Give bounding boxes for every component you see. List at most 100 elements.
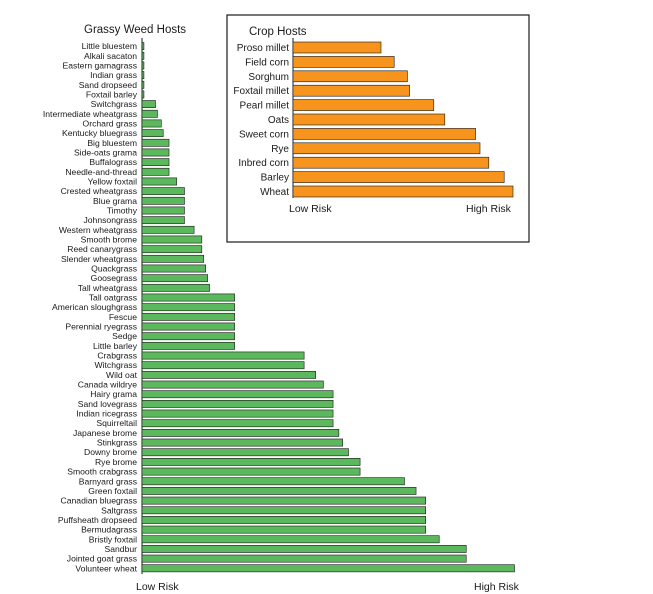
weed-bar-crabgrass [141, 351, 305, 360]
weed-label-american-sloughgrass: American sloughgrass [52, 302, 137, 312]
weed-bar-tall-wheatgrass [141, 283, 210, 292]
weed-label-little-bluestem: Little bluestem [82, 41, 137, 51]
weed-label-sand-lovegrass: Sand lovegrass [78, 399, 137, 409]
weed-bar-sand-dropseed [141, 80, 145, 89]
weed-label-switchgrass: Switchgrass [91, 99, 137, 109]
weed-label-hairy-grama: Hairy grama [90, 389, 137, 399]
crop-high-risk-label: High Risk [466, 203, 512, 215]
weed-bars [141, 42, 515, 573]
crop-label-rye: Rye [271, 144, 289, 155]
crop-bar-sweet-corn [292, 128, 476, 140]
weed-label-orchard-grass: Orchard grass [83, 118, 137, 128]
weed-label-indian-grass: Indian grass [90, 70, 137, 80]
weed-bar-barnyard-grass [141, 477, 405, 486]
crop-label-barley: Barley [261, 173, 289, 184]
weed-label-tall-wheatgrass: Tall wheatgrass [78, 283, 137, 293]
weed-bar-rye-brome [141, 458, 361, 466]
weed-bar-crested-wheatgrass [141, 187, 185, 196]
weed-bar-fescue [141, 312, 235, 321]
crop-label-sweet-corn: Sweet corn [239, 129, 289, 140]
weed-bar-smooth-crabgrass [141, 467, 361, 476]
weed-bar-orchard-grass [141, 119, 162, 128]
weed-label-sand-dropseed: Sand dropseed [79, 80, 138, 90]
weed-label-big-bluestem: Big bluestem [87, 138, 137, 148]
weed-label-slender-wheatgrass: Slender wheatgrass [61, 254, 137, 264]
weed-bar-sedge [141, 332, 235, 341]
weed-label-barnyard-grass: Barnyard grass [79, 476, 137, 486]
weed-bar-indian-ricegrass [141, 409, 334, 418]
weed-bar-yellow-foxtail [141, 177, 178, 186]
weed-label-squirreltail: Squirreltail [96, 418, 137, 428]
weed-bar-perennial-ryegrass [141, 322, 235, 331]
crop-label-sorghum: Sorghum [248, 72, 289, 83]
crop-bars [292, 41, 514, 198]
crop-label-pearl-millet: Pearl millet [240, 101, 290, 112]
crop-bar-wheat [292, 185, 514, 198]
weed-bar-american-sloughgrass [141, 303, 235, 312]
weed-bar-kentucky-bluegrass [141, 129, 164, 138]
weed-bar-timothy [141, 206, 185, 215]
weed-label-puffsheath-dropseed: Puffsheath dropseed [58, 515, 137, 525]
crop-bar-barley [292, 171, 505, 183]
weed-bar-bermudagrass [141, 525, 427, 534]
weed-label-bristly-foxtail: Bristly foxtail [89, 534, 137, 544]
weed-bar-eastern-gamagrass [141, 61, 145, 70]
weed-bar-foxtail-barley [141, 90, 145, 99]
weed-bar-canada-wildrye [141, 380, 324, 389]
weed-label-buffalograss: Buffalograss [89, 157, 137, 167]
weed-label-sedge: Sedge [112, 331, 137, 341]
weed-bar-buffalograss [141, 158, 170, 167]
weed-bar-stinkgrass [141, 438, 344, 447]
weed-bar-goosegrass [141, 274, 208, 283]
weed-bar-green-foxtail [141, 487, 417, 495]
weed-label-canadian-bluegrass: Canadian bluegrass [61, 496, 137, 506]
weed-bar-side-oats-grama [141, 148, 170, 157]
weed-label-goosegrass: Goosegrass [91, 273, 137, 283]
weed-bar-jointed-goat-grass [141, 554, 467, 563]
weed-label-downy-brome: Downy brome [84, 447, 137, 457]
weed-bar-quackgrass [141, 264, 206, 273]
weed-bar-blue-grama [141, 196, 185, 205]
weed-bar-volunteer-wheat [141, 564, 515, 573]
weed-label-needle-and-thread: Needle-and-thread [65, 167, 137, 177]
crop-label-proso-millet: Proso millet [237, 43, 289, 54]
crop-bar-pearl-millet [292, 99, 435, 111]
weed-bar-saltgrass [141, 506, 427, 515]
crop-bar-proso-millet [292, 41, 382, 54]
weed-label-witchgrass: Witchgrass [95, 360, 138, 370]
crop-label-inbred-corn: Inbred corn [238, 158, 289, 169]
weed-bar-witchgrass [141, 361, 305, 370]
weed-bar-little-barley [141, 341, 235, 350]
crop-label-foxtail-millet: Foxtail millet [233, 86, 289, 97]
weed-chart-title: Grassy Weed Hosts [84, 24, 186, 36]
weed-bar-hairy-grama [141, 390, 334, 399]
weed-label-blue-grama: Blue grama [93, 196, 137, 206]
weed-label-saltgrass: Saltgrass [101, 505, 137, 515]
weed-bar-johnsongrass [141, 216, 185, 225]
weed-bar-reed-canarygrass [141, 245, 203, 254]
weed-label-stinkgrass: Stinkgrass [97, 438, 137, 448]
crop-chart-title: Crop Hosts [249, 26, 307, 38]
weed-bar-bristly-foxtail [141, 535, 440, 544]
weed-bar-needle-and-thread [141, 167, 170, 176]
weed-label-side-oats-grama: Side-oats grama [74, 147, 137, 157]
weed-label-sandbur: Sandbur [105, 544, 138, 554]
weed-bar-western-wheatgrass [141, 225, 195, 234]
weed-label-crested-wheatgrass: Crested wheatgrass [61, 186, 137, 196]
weed-label-crabgrass: Crabgrass [97, 351, 137, 361]
weed-label-rye-brome: Rye brome [95, 457, 137, 467]
crop-label-oats: Oats [268, 115, 289, 126]
weed-label-eastern-gamagrass: Eastern gamagrass [62, 60, 137, 70]
weed-bar-switchgrass [141, 100, 156, 109]
crop-labels: Proso millet Field corn Sorghum Foxtail mil… [233, 43, 289, 198]
weed-label-reed-canarygrass: Reed canarygrass [67, 244, 137, 254]
weed-label-smooth-brome: Smooth brome [81, 235, 138, 245]
weed-label-green-foxtail: Green foxtail [88, 486, 137, 496]
weed-bar-downy-brome [141, 448, 349, 457]
weed-bar-wild-oat [141, 370, 316, 379]
weed-label-johnsongrass: Johnsongrass [83, 215, 137, 225]
weed-label-fescue: Fescue [109, 312, 137, 322]
crop-bar-oats [292, 113, 446, 126]
